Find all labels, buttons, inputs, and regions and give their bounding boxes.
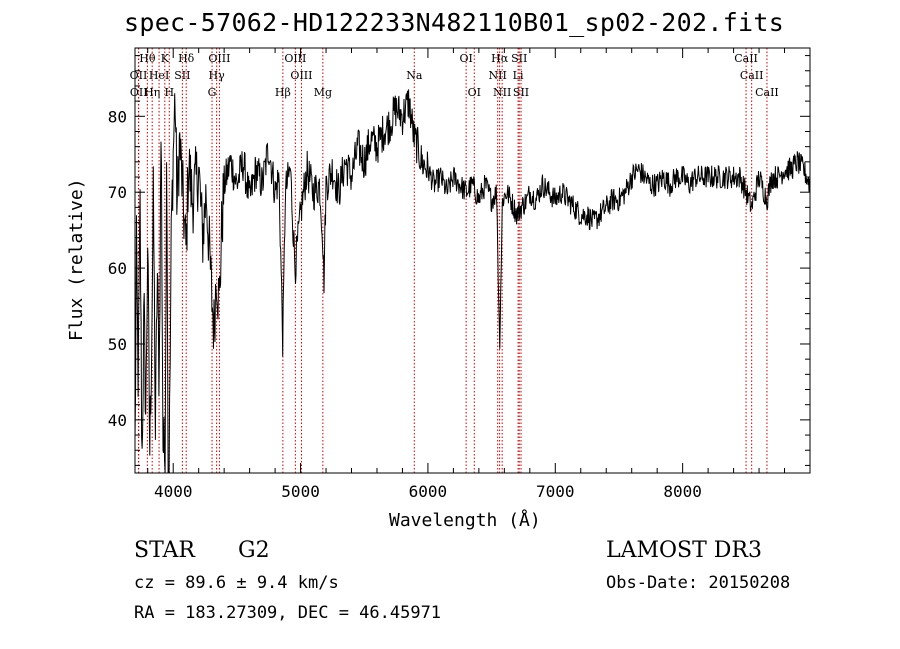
- x-axis-label: Wavelength (Å): [389, 510, 541, 531]
- line-label-OI: OI: [459, 52, 472, 65]
- x-tick-label: 7000: [536, 482, 575, 501]
- line-label-G: G: [208, 86, 217, 99]
- line-label-CaII: CaII: [755, 86, 779, 99]
- y-tick-label: 70: [108, 183, 127, 202]
- redshift-cz: cz = 89.6 ± 9.4 km/s: [134, 573, 339, 593]
- line-label-Mg: Mg: [314, 86, 332, 99]
- y-axis-label: Flux (relative): [66, 178, 87, 341]
- line-label-CaII: CaII: [740, 69, 764, 82]
- observation-date: Obs-Date: 20150208: [606, 573, 791, 593]
- line-label-OIII: OIII: [208, 52, 230, 65]
- line-label-OIII: OIII: [290, 69, 312, 82]
- line-label-OIII: OIII: [284, 52, 306, 65]
- line-label-Na: Na: [406, 69, 423, 82]
- spectrum-series: [134, 89, 811, 474]
- line-label-HeI: HeI: [149, 69, 169, 82]
- line-label-Hβ: Hβ: [275, 86, 291, 99]
- line-label-CaII: CaII: [734, 52, 758, 65]
- y-tick-label: 50: [108, 335, 127, 354]
- line-label-Hδ: Hδ: [178, 52, 195, 65]
- line-label-H: H: [164, 86, 174, 99]
- line-label-OII: OII: [130, 86, 148, 99]
- axis-ticks: 4000 5000 6000 7000 8000 40 50 60 70 80: [108, 48, 810, 501]
- line-label-NII: NII: [489, 69, 507, 82]
- y-tick-label: 80: [108, 107, 127, 126]
- x-tick-label: 6000: [409, 482, 448, 501]
- line-label-Hα: Hα: [491, 52, 509, 65]
- line-label-Hθ: Hθ: [139, 52, 156, 65]
- spectrum-line: [134, 89, 811, 474]
- line-label-SII: SII: [511, 52, 527, 65]
- y-tick-label: 40: [108, 411, 127, 430]
- object-subclass: G2: [238, 538, 270, 563]
- y-tick-label: 60: [108, 259, 127, 278]
- line-label-OI: OI: [468, 86, 481, 99]
- line-label-Hη: Hη: [144, 86, 160, 99]
- line-label-OII: OII: [130, 69, 148, 82]
- line-label-Li: Li: [513, 69, 524, 82]
- line-label-Hγ: Hγ: [209, 69, 226, 82]
- object-class: STAR: [134, 538, 195, 563]
- line-label-SII: SII: [513, 86, 529, 99]
- line-label-NII: NII: [493, 86, 511, 99]
- chart-title: spec-57062-HD122233N482110B01_sp02-202.f…: [124, 8, 785, 37]
- ra-dec-coordinates: RA = 183.27309, DEC = 46.45971: [134, 603, 442, 623]
- line-label-K: K: [161, 52, 170, 65]
- spectral-line-markers: [137, 48, 768, 473]
- survey-name: LAMOST DR3: [606, 538, 762, 563]
- plot-frame: [134, 47, 811, 474]
- x-tick-label: 5000: [281, 482, 320, 501]
- x-tick-label: 8000: [663, 482, 702, 501]
- x-tick-label: 4000: [154, 482, 193, 501]
- line-label-SII: SII: [174, 69, 190, 82]
